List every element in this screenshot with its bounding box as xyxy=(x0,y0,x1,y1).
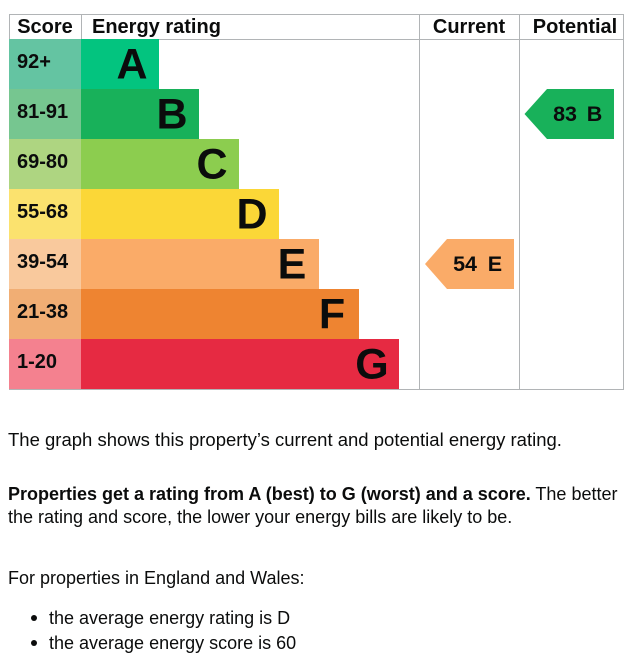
svg-text:54: 54 xyxy=(453,252,477,276)
svg-text:B: B xyxy=(156,91,187,139)
svg-text:92+: 92+ xyxy=(17,51,51,73)
svg-text:B: B xyxy=(586,102,602,126)
svg-text:69-80: 69-80 xyxy=(17,151,68,173)
svg-text:D: D xyxy=(236,191,267,239)
svg-text:Score: Score xyxy=(17,16,73,38)
svg-text:F: F xyxy=(318,291,344,339)
svg-text:83: 83 xyxy=(553,102,577,126)
svg-text:81-91: 81-91 xyxy=(17,101,68,123)
svg-text:G: G xyxy=(355,341,388,389)
svg-text:A: A xyxy=(116,41,147,89)
svg-text:39-54: 39-54 xyxy=(17,251,69,273)
svg-text:Potential: Potential xyxy=(532,16,616,38)
svg-text:1-20: 1-20 xyxy=(17,351,57,373)
svg-text:Current: Current xyxy=(432,16,505,38)
svg-text:55-68: 55-68 xyxy=(17,201,68,223)
svg-text:E: E xyxy=(487,252,501,276)
svg-text:Energy rating: Energy rating xyxy=(92,16,221,38)
svg-text:E: E xyxy=(277,241,306,289)
svg-text:C: C xyxy=(196,141,227,189)
svg-text:21-38: 21-38 xyxy=(17,301,68,323)
